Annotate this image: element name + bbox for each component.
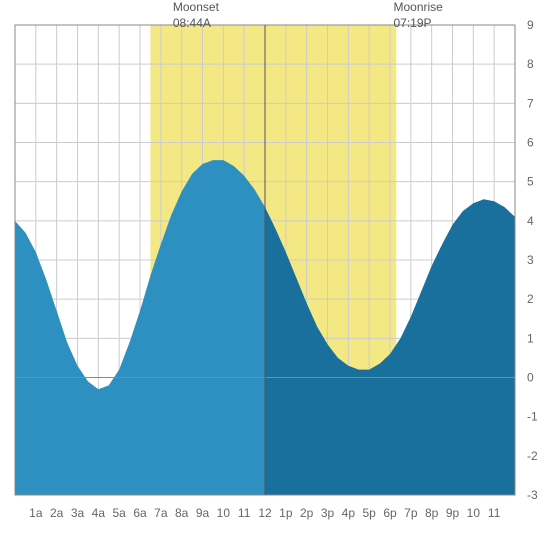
svg-text:6: 6 bbox=[527, 136, 534, 150]
svg-text:-3: -3 bbox=[527, 488, 538, 502]
svg-text:5: 5 bbox=[527, 175, 534, 189]
svg-text:7: 7 bbox=[527, 96, 534, 110]
svg-text:-2: -2 bbox=[527, 449, 538, 463]
moonset-title: Moonset bbox=[173, 0, 219, 14]
svg-text:8a: 8a bbox=[175, 506, 189, 520]
svg-text:9p: 9p bbox=[446, 506, 460, 520]
svg-text:2a: 2a bbox=[50, 506, 64, 520]
moonset-time: 08:44A bbox=[173, 16, 211, 30]
svg-text:1p: 1p bbox=[279, 506, 293, 520]
svg-text:8: 8 bbox=[527, 57, 534, 71]
svg-text:1: 1 bbox=[527, 331, 534, 345]
svg-text:6p: 6p bbox=[383, 506, 397, 520]
tide-chart: 1a2a3a4a5a6a7a8a9a1011121p2p3p4p5p6p7p8p… bbox=[0, 0, 550, 550]
moonset-annotation: Moonset 08:44A bbox=[173, 0, 219, 31]
svg-text:5p: 5p bbox=[362, 506, 376, 520]
svg-text:4a: 4a bbox=[92, 506, 106, 520]
svg-text:6a: 6a bbox=[133, 506, 147, 520]
svg-text:7p: 7p bbox=[404, 506, 418, 520]
svg-text:-1: -1 bbox=[527, 410, 538, 424]
svg-text:3: 3 bbox=[527, 253, 534, 267]
svg-text:4: 4 bbox=[527, 214, 534, 228]
svg-text:11: 11 bbox=[488, 506, 501, 520]
moonrise-time: 07:19P bbox=[394, 16, 432, 30]
svg-text:11: 11 bbox=[238, 506, 251, 520]
svg-text:10: 10 bbox=[217, 506, 231, 520]
svg-text:2: 2 bbox=[527, 292, 534, 306]
moonrise-title: Moonrise bbox=[394, 0, 443, 14]
chart-svg: 1a2a3a4a5a6a7a8a9a1011121p2p3p4p5p6p7p8p… bbox=[0, 0, 550, 550]
svg-text:3a: 3a bbox=[71, 506, 85, 520]
svg-text:7a: 7a bbox=[154, 506, 168, 520]
moonrise-annotation: Moonrise 07:19P bbox=[394, 0, 443, 31]
svg-text:4p: 4p bbox=[342, 506, 356, 520]
svg-text:9: 9 bbox=[527, 18, 534, 32]
svg-text:0: 0 bbox=[527, 371, 534, 385]
svg-text:12: 12 bbox=[258, 506, 272, 520]
svg-text:9a: 9a bbox=[196, 506, 210, 520]
svg-text:10: 10 bbox=[467, 506, 481, 520]
svg-text:2p: 2p bbox=[300, 506, 314, 520]
svg-text:3p: 3p bbox=[321, 506, 335, 520]
svg-text:5a: 5a bbox=[112, 506, 126, 520]
svg-text:1a: 1a bbox=[29, 506, 43, 520]
svg-text:8p: 8p bbox=[425, 506, 439, 520]
